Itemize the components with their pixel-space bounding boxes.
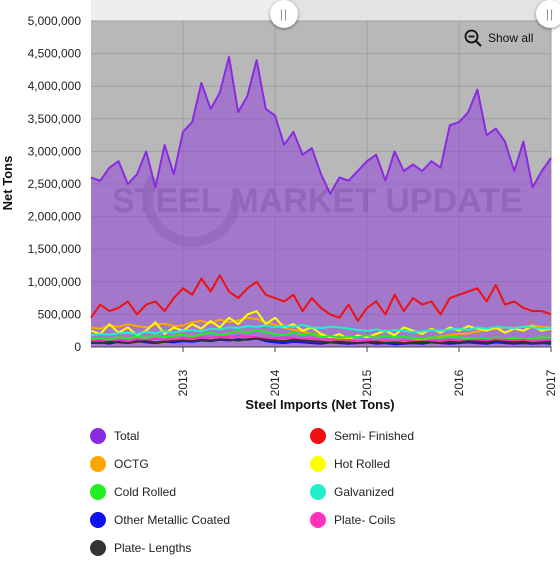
legend-item[interactable]: Other Metallic Coated xyxy=(90,512,230,528)
series-line-plate-lengths xyxy=(90,337,552,345)
range-selector-selected[interactable] xyxy=(284,0,550,21)
legend-dot-icon xyxy=(310,484,326,500)
x-tick-label: 2017 xyxy=(544,369,558,396)
legend-label: Semi- Finished xyxy=(334,429,415,443)
x-axis-title: Steel Imports (Net Tons) xyxy=(245,397,394,412)
y-tick-label: 0 xyxy=(74,340,81,354)
legend-dot-icon xyxy=(90,484,106,500)
legend-item[interactable]: Semi- Finished xyxy=(310,428,414,444)
y-tick-label: 500,000 xyxy=(38,307,82,321)
legend-item[interactable]: OCTG xyxy=(90,456,149,472)
legend-dot-icon xyxy=(90,540,106,556)
series-area-total xyxy=(91,56,551,348)
y-axis-title: Net Tons xyxy=(0,156,15,211)
legend-label: Galvanized xyxy=(334,485,395,499)
series-line-plate-coils xyxy=(90,334,552,343)
series-line-total xyxy=(90,55,552,195)
legend-item[interactable]: Galvanized xyxy=(310,484,394,500)
y-axis: 0 500,000 1,000,000 1,500,000 2,000,000 2,500… xyxy=(28,14,82,354)
y-tick-label: 2,500,000 xyxy=(28,177,82,191)
series-line-octg xyxy=(90,316,552,343)
range-handle-left[interactable]: || xyxy=(270,0,298,28)
x-axis: 2013 2014 2015 2016 2017 xyxy=(176,347,558,396)
zoom-out-icon xyxy=(464,29,482,47)
series-line-cold-rolled xyxy=(90,329,552,341)
legend-dot-icon xyxy=(310,512,326,528)
legend-dot-icon xyxy=(310,456,326,472)
range-handle-right[interactable]: || xyxy=(536,0,560,28)
legend-dot-icon xyxy=(90,512,106,528)
y-tick-label: 3,500,000 xyxy=(28,112,82,126)
y-tick-label: 2,000,000 xyxy=(28,210,82,224)
y-tick-label: 4,000,000 xyxy=(28,79,82,93)
legend-dot-icon xyxy=(310,428,326,444)
show-all-button[interactable]: Show all xyxy=(464,29,533,47)
legend-item[interactable]: Plate- Lengths xyxy=(90,540,191,556)
show-all-label: Show all xyxy=(488,31,534,45)
y-tick-label: 4,500,000 xyxy=(28,47,82,61)
legend-item[interactable]: Plate- Coils xyxy=(310,512,395,528)
legend-dot-icon xyxy=(90,428,106,444)
handle-grip-icon: || xyxy=(545,7,555,21)
legend-label: Total xyxy=(114,429,140,443)
series-layer xyxy=(90,55,552,348)
y-tick-label: 1,000,000 xyxy=(28,275,82,289)
series-line-galvanized xyxy=(90,323,552,337)
series-line-semi-finished xyxy=(90,274,552,322)
y-tick-label: 5,000,000 xyxy=(28,14,82,28)
legend-dot-icon xyxy=(90,456,106,472)
x-tick-label: 2013 xyxy=(176,369,190,396)
x-tick-label: 2016 xyxy=(452,369,466,396)
legend-item[interactable]: Total xyxy=(90,428,139,444)
legend-item[interactable]: Hot Rolled xyxy=(310,456,390,472)
y-tick-label: 3,000,000 xyxy=(28,144,82,158)
legend-label: Plate- Coils xyxy=(334,513,396,527)
legend-label: Other Metallic Coated xyxy=(114,513,231,527)
x-tick-label: 2014 xyxy=(268,369,282,396)
legend-label: Hot Rolled xyxy=(334,457,391,471)
x-tick-label: 2015 xyxy=(360,369,374,396)
watermark-text: STEEL MARKET UPDATE xyxy=(112,182,523,220)
legend-item[interactable]: Cold Rolled xyxy=(90,484,176,500)
legend-label: Plate- Lengths xyxy=(114,541,192,555)
watermark: STEEL MARKET UPDATE xyxy=(112,149,523,247)
legend-label: OCTG xyxy=(114,457,149,471)
handle-grip-icon: || xyxy=(279,7,289,21)
legend-label: Cold Rolled xyxy=(114,485,177,499)
y-tick-label: 1,500,000 xyxy=(28,242,82,256)
